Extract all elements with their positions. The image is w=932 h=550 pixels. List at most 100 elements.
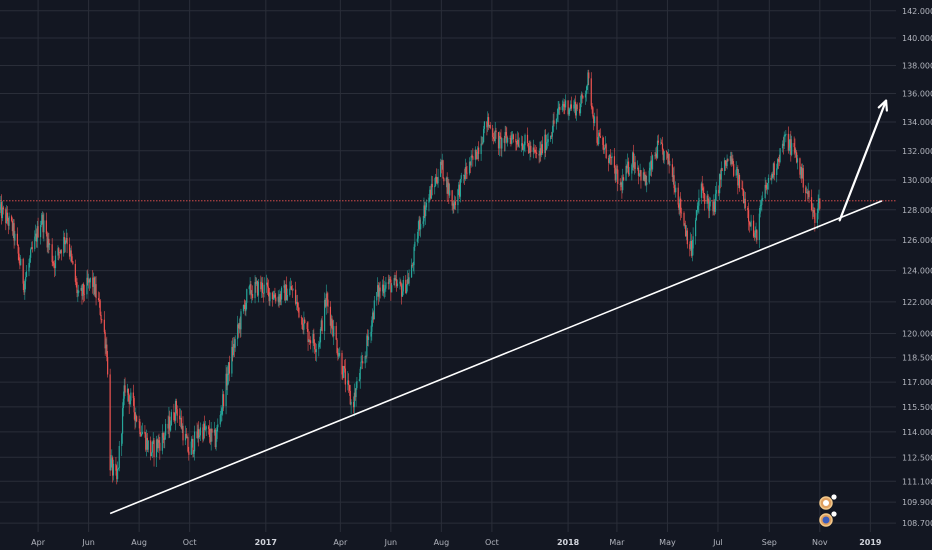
candle [215, 429, 217, 451]
candle [442, 159, 444, 179]
candle [129, 396, 131, 405]
candle [515, 133, 517, 151]
event-marker-icon-1[interactable] [819, 493, 838, 510]
candle [227, 362, 230, 385]
candle [350, 399, 352, 414]
candle [127, 388, 129, 402]
x-tick-label: 2017 [255, 538, 277, 547]
candle [488, 124, 491, 128]
candle [545, 134, 548, 151]
candle [776, 163, 778, 183]
candle [202, 424, 204, 443]
candle [80, 285, 82, 291]
candle [608, 154, 611, 165]
candle [811, 203, 813, 220]
candles[interactable] [0, 69, 821, 485]
candle [319, 336, 321, 348]
candle [170, 409, 173, 426]
candle [118, 440, 120, 472]
candle [413, 244, 415, 275]
candle [533, 144, 535, 155]
candle [389, 276, 391, 283]
candle [176, 405, 178, 423]
candle [385, 277, 387, 292]
candle [204, 420, 206, 432]
candle [420, 217, 422, 238]
candle [20, 254, 22, 266]
candle [156, 438, 158, 452]
candle [521, 136, 524, 151]
candle [197, 424, 199, 443]
candle [634, 155, 636, 174]
candle [34, 230, 36, 252]
candle [361, 352, 363, 363]
candle [133, 395, 135, 420]
candle [153, 438, 155, 467]
candle [360, 355, 362, 370]
event-markers[interactable] [819, 493, 838, 527]
candle [785, 129, 787, 143]
candle [41, 211, 43, 225]
x-tick-label: Nov [812, 538, 828, 547]
candle [331, 315, 333, 330]
candle [754, 226, 756, 239]
candle [552, 113, 554, 133]
candle [399, 277, 401, 290]
candle [36, 220, 38, 248]
candle [192, 435, 194, 458]
candle [1, 200, 4, 222]
candle [570, 96, 572, 111]
support-trendline[interactable] [109, 200, 883, 515]
candle [12, 218, 14, 239]
candle [666, 152, 669, 165]
candle [590, 72, 592, 110]
candle [187, 433, 189, 453]
candle [559, 103, 561, 115]
candle [817, 194, 819, 220]
x-axis[interactable]: Apr Jun Aug Oct 2017 Apr Jun Aug Oct 2018 Mar May Ju… [31, 538, 882, 547]
candle [261, 276, 264, 298]
candle [329, 301, 332, 334]
candle [765, 180, 767, 194]
candle [116, 465, 118, 485]
candle [562, 98, 564, 111]
candle [557, 101, 559, 123]
candle [573, 100, 575, 112]
candle [326, 291, 328, 306]
candle [104, 329, 106, 356]
candle [707, 193, 709, 204]
candle [567, 100, 569, 116]
candle [408, 269, 410, 287]
candle [714, 199, 716, 216]
candle [394, 272, 396, 288]
event-marker-icon-2[interactable] [819, 510, 838, 527]
candle [1, 194, 3, 225]
candle [327, 292, 329, 314]
candle [414, 233, 416, 251]
y-tick-label: 108.700 [902, 519, 932, 528]
candle [454, 195, 456, 210]
candle [819, 198, 821, 211]
candle [81, 284, 83, 305]
candle [266, 277, 269, 295]
candle [675, 181, 677, 198]
x-tick-label: Jun [384, 538, 398, 547]
candle [297, 302, 299, 313]
projection-arrow[interactable] [838, 99, 888, 222]
candle [796, 150, 798, 164]
candle [627, 153, 629, 173]
candle [231, 340, 233, 378]
candle [800, 163, 803, 183]
candle [175, 398, 177, 414]
y-tick-label: 115.500 [902, 403, 932, 412]
candle [267, 279, 269, 297]
candle [808, 190, 810, 203]
trendline-layer[interactable] [109, 99, 888, 515]
candle [343, 359, 346, 373]
y-axis[interactable]: 142.000 140.000 138.000 136.000 134.000 132.0… [902, 7, 932, 528]
x-tick-label: Oct [183, 538, 197, 547]
candle [203, 421, 205, 442]
candle [24, 279, 26, 300]
